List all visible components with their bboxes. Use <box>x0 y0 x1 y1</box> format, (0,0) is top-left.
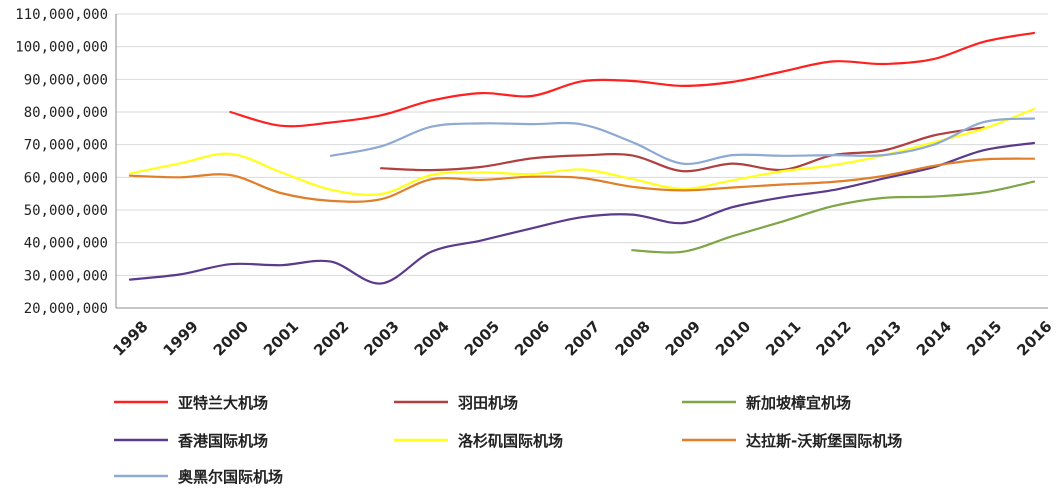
x-tick-label: 2009 <box>662 317 704 359</box>
x-tick-label: 2000 <box>210 317 252 359</box>
series-line <box>128 157 1036 203</box>
x-tick-label: 2003 <box>360 317 402 359</box>
x-tick-label: 2013 <box>863 317 905 359</box>
y-tick-label: 20,000,000 <box>24 301 108 317</box>
x-tick-label: 2012 <box>812 317 854 359</box>
x-tick-label: 2014 <box>913 317 955 359</box>
series-line <box>329 117 1036 166</box>
x-tick-label: 1999 <box>160 317 202 359</box>
y-tick-label: 40,000,000 <box>24 236 108 252</box>
legend-label: 新加坡樟宜机场 <box>746 394 851 412</box>
legend-label: 达拉斯-沃斯堡国际机场 <box>746 432 902 450</box>
y-tick-label: 80,000,000 <box>24 105 108 121</box>
x-tick-label: 2007 <box>561 317 603 359</box>
y-tick-label: 30,000,000 <box>24 268 108 284</box>
x-tick-label: 2008 <box>612 317 654 359</box>
x-tick-label: 2004 <box>411 317 453 359</box>
x-tick-label: 2006 <box>511 317 553 359</box>
x-tick-label: 1998 <box>109 317 151 359</box>
series-line <box>229 31 1036 128</box>
y-tick-label: 100,000,000 <box>15 40 108 56</box>
legend-label: 亚特兰大机场 <box>178 394 268 412</box>
y-tick-label: 90,000,000 <box>24 72 108 88</box>
y-tick-label: 50,000,000 <box>24 203 108 219</box>
y-tick-label: 110,000,000 <box>15 7 108 23</box>
y-tick-label: 70,000,000 <box>24 138 108 154</box>
x-tick-label: 2016 <box>1013 317 1055 359</box>
x-tick-label: 2005 <box>461 317 503 359</box>
x-tick-label: 2010 <box>712 317 754 359</box>
series-line <box>128 141 1036 285</box>
x-tick-label: 2002 <box>310 317 352 359</box>
x-tick-label: 2001 <box>260 317 302 359</box>
series-line <box>380 126 985 173</box>
series-line <box>631 180 1036 254</box>
y-tick-label: 60,000,000 <box>24 170 108 186</box>
legend-label: 香港国际机场 <box>178 432 268 450</box>
x-tick-label: 2011 <box>762 317 804 359</box>
legend-label: 羽田机场 <box>458 394 518 412</box>
x-tick-label: 2015 <box>963 317 1005 359</box>
legend-label: 奥黑尔国际机场 <box>178 468 283 486</box>
legend-label: 洛杉矶国际机场 <box>458 432 563 450</box>
